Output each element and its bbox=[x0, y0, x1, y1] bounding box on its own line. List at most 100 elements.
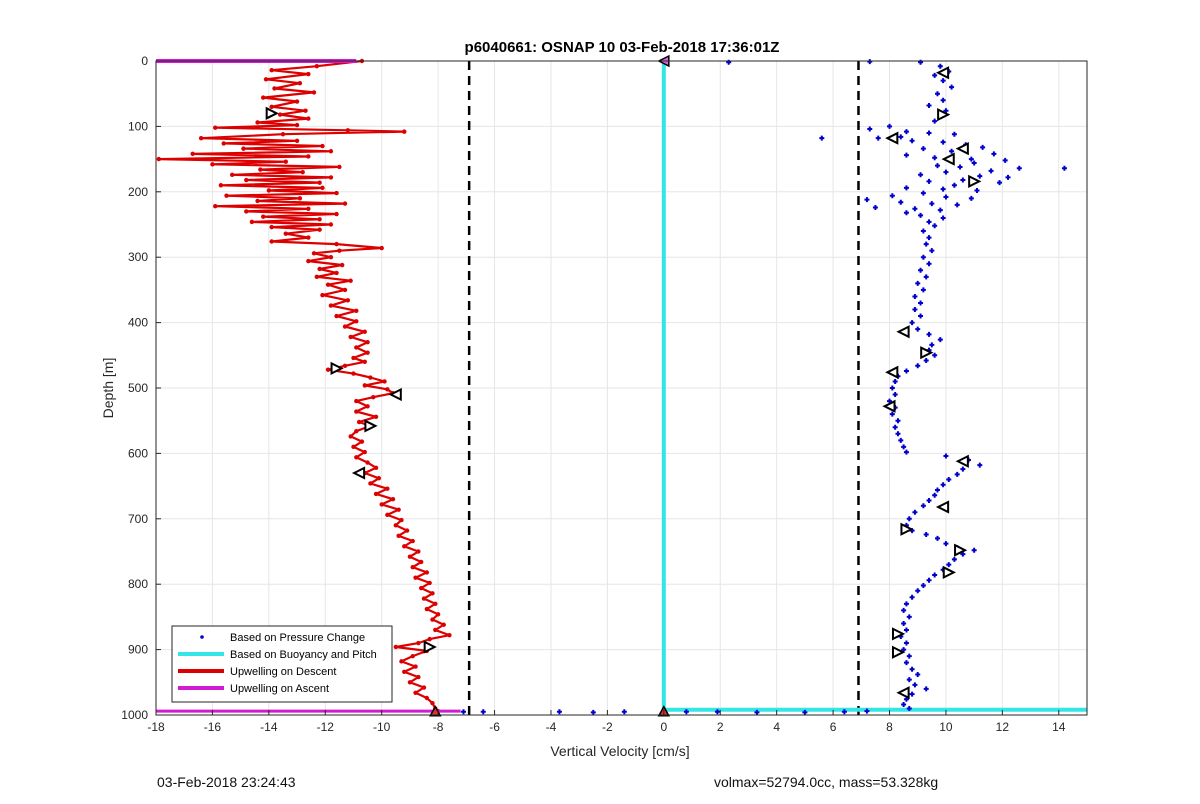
pressure-point bbox=[903, 449, 909, 455]
pressure-point bbox=[906, 705, 912, 711]
descent-point bbox=[385, 512, 390, 518]
descent-point bbox=[320, 143, 325, 149]
descent-point bbox=[340, 262, 345, 268]
descent-point bbox=[258, 167, 263, 172]
pressure-point bbox=[918, 267, 924, 273]
direction-marker bbox=[941, 152, 955, 166]
descent-point bbox=[244, 177, 249, 183]
descent-point bbox=[356, 419, 362, 425]
descent-point bbox=[402, 669, 407, 675]
descent-point bbox=[263, 77, 269, 82]
pressure-point bbox=[929, 201, 935, 207]
y-tick-label: 200 bbox=[128, 185, 148, 199]
descent-point bbox=[280, 132, 286, 137]
x-tick-label: 2 bbox=[717, 720, 724, 734]
descent-point bbox=[337, 164, 342, 170]
descent-point bbox=[328, 149, 334, 154]
descent-point bbox=[351, 355, 356, 361]
descent-point bbox=[362, 329, 367, 334]
descent-point bbox=[407, 554, 413, 559]
descent-point bbox=[210, 162, 215, 167]
direction-markers bbox=[265, 54, 982, 717]
series-pressure bbox=[461, 59, 1067, 715]
descent-point bbox=[221, 141, 226, 146]
descent-point bbox=[213, 203, 218, 209]
pressure-point bbox=[926, 261, 932, 267]
pressure-point bbox=[915, 671, 921, 677]
descent-point bbox=[342, 287, 348, 293]
descent-point bbox=[376, 476, 382, 481]
descent-point bbox=[354, 345, 359, 350]
x-axis-ticks: -18 -16 -14 -12 -10 -8 -6 -4 -2 0 2 4 6 8 10 12 14 bbox=[147, 710, 1066, 734]
descent-point bbox=[433, 627, 438, 633]
pressure-point bbox=[940, 78, 946, 84]
descent-point bbox=[362, 383, 367, 388]
pressure-point bbox=[954, 202, 960, 208]
pressure-point bbox=[949, 84, 955, 90]
direction-marker bbox=[265, 106, 279, 120]
pressure-point bbox=[875, 135, 881, 141]
pressure-point bbox=[864, 197, 870, 203]
descent-point bbox=[399, 517, 404, 523]
direction-marker bbox=[920, 346, 934, 360]
pressure-point bbox=[889, 411, 895, 417]
pressure-point bbox=[977, 173, 983, 179]
descent-point bbox=[306, 154, 311, 159]
descent-point bbox=[385, 486, 390, 491]
y-tick-label: 700 bbox=[128, 512, 148, 526]
series-descent bbox=[156, 58, 452, 714]
legend-swatch bbox=[200, 635, 204, 639]
pressure-point bbox=[971, 547, 977, 553]
pressure-point bbox=[909, 320, 915, 326]
descent-point bbox=[396, 533, 401, 539]
descent-point bbox=[213, 125, 218, 130]
descent-point bbox=[328, 255, 334, 260]
descent-point bbox=[198, 135, 204, 141]
descent-point bbox=[359, 439, 365, 444]
pressure-point bbox=[841, 709, 847, 715]
pressure-point bbox=[903, 660, 909, 666]
descent-point bbox=[294, 99, 300, 104]
legend-label: Upwelling on Descent bbox=[230, 666, 336, 678]
pressure-point bbox=[920, 146, 926, 152]
descent-point bbox=[294, 122, 300, 128]
descent-point bbox=[303, 108, 308, 113]
pressure-point bbox=[872, 204, 878, 210]
pressure-point bbox=[889, 193, 895, 199]
descent-point bbox=[382, 379, 387, 384]
direction-marker bbox=[955, 454, 969, 468]
direction-marker bbox=[891, 627, 906, 641]
legend-entry-buoyancy: Based on Buoyancy and Pitch bbox=[178, 649, 377, 661]
y-tick-label: 300 bbox=[128, 250, 148, 264]
legend-entry-ascent: Upwelling on Ascent bbox=[178, 683, 329, 695]
pressure-point bbox=[926, 235, 932, 241]
pressure-point bbox=[903, 185, 909, 191]
descent-point bbox=[156, 156, 162, 162]
pressure-point bbox=[934, 535, 940, 541]
descent-point bbox=[354, 308, 359, 314]
pressure-point bbox=[480, 709, 486, 715]
descent-point bbox=[272, 86, 277, 91]
descent-point bbox=[342, 363, 348, 368]
y-axis-label: Depth [m] bbox=[100, 358, 116, 419]
descent-point bbox=[348, 434, 353, 439]
descent-point bbox=[371, 394, 376, 400]
pressure-point bbox=[960, 466, 966, 472]
x-tick-label: 4 bbox=[773, 720, 780, 734]
x-tick-label: 8 bbox=[886, 720, 893, 734]
pressure-point bbox=[934, 487, 940, 493]
descent-point bbox=[354, 428, 359, 434]
pressure-point bbox=[974, 187, 980, 193]
direction-marker bbox=[423, 640, 437, 654]
descent-point bbox=[244, 209, 249, 214]
pressure-point bbox=[960, 551, 966, 557]
descent-point bbox=[294, 138, 300, 143]
descent-point bbox=[354, 398, 359, 404]
x-tick-label: -18 bbox=[147, 720, 165, 734]
descent-point bbox=[427, 580, 432, 586]
descent-point bbox=[269, 104, 274, 109]
direction-marker bbox=[968, 174, 982, 188]
pressure-point bbox=[943, 541, 949, 547]
pressure-point bbox=[590, 709, 596, 715]
pressure-point bbox=[934, 163, 940, 169]
